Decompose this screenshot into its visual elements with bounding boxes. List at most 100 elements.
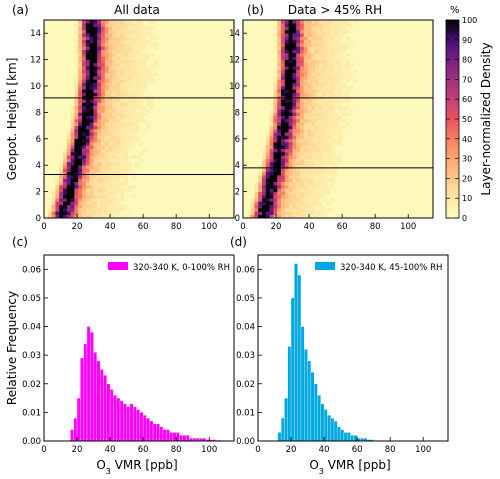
heatmap-cell — [319, 69, 324, 74]
heatmap-cell — [127, 142, 132, 146]
heatmap-cell — [120, 53, 125, 57]
heatmap-cell — [330, 115, 335, 120]
heatmap-cell — [315, 89, 320, 93]
heatmap-cell — [330, 53, 335, 57]
heatmap-cell — [300, 119, 305, 123]
heatmap-cell — [93, 211, 98, 215]
heatmap-cell — [74, 178, 79, 182]
heatmap-cell — [307, 59, 312, 64]
heatmap-cell — [322, 142, 327, 146]
heatmap-cell — [288, 62, 293, 67]
heatmap-cell — [82, 105, 87, 110]
heatmap-cell — [273, 86, 278, 90]
heatmap-cell — [139, 99, 144, 103]
heatmap-cell — [93, 29, 98, 34]
heatmap-cell — [74, 132, 79, 136]
heatmap-cell — [319, 214, 324, 219]
heatmap-cell — [307, 69, 312, 74]
heatmap-cell — [307, 145, 312, 149]
heatmap-cell — [104, 142, 109, 146]
heatmap-cell — [273, 161, 278, 166]
heatmap-cell — [120, 138, 125, 143]
heatmap-cell — [123, 59, 128, 64]
heatmap-cell — [139, 43, 144, 47]
heatmap-cell — [296, 128, 301, 133]
heatmap-cell — [127, 59, 132, 64]
heatmap-cell — [326, 72, 331, 77]
heatmap-cell — [265, 208, 270, 212]
heatmap-cell — [311, 62, 316, 67]
heatmap-cell — [108, 46, 113, 50]
heatmap-cell — [330, 148, 335, 153]
heatmap-cell — [101, 204, 106, 209]
heatmap-cell — [319, 152, 324, 156]
heatmap-cell — [142, 82, 147, 87]
heatmap-cell — [334, 168, 339, 173]
heatmap-cell — [277, 89, 282, 93]
heatmap-cell — [108, 132, 113, 136]
heatmap-cell — [284, 43, 289, 47]
heatmap-cell — [66, 168, 71, 173]
heatmap-cell — [326, 208, 331, 212]
heatmap-cell — [78, 194, 83, 199]
x-tick-label: 40 — [105, 445, 116, 455]
heatmap-cell — [123, 66, 128, 70]
heatmap-cell — [307, 214, 312, 219]
heatmap-cell — [82, 188, 87, 192]
heatmap-cell — [338, 76, 343, 80]
heatmap-cell — [82, 125, 87, 130]
heatmap-cell — [70, 109, 75, 113]
heatmap-cell — [123, 135, 128, 140]
x-tick-label: 20 — [72, 445, 83, 455]
heatmap-cell — [330, 59, 335, 64]
heatmap-cell — [277, 155, 282, 159]
heatmap-cell — [334, 49, 339, 54]
y-tick-label: 0.05 — [22, 294, 41, 304]
heatmap-cell — [85, 23, 90, 27]
heatmap-cell — [104, 115, 109, 120]
colorbar-tick-label: 30 — [462, 155, 472, 164]
heatmap-cell — [101, 135, 106, 140]
histogram-c-bars — [70, 326, 223, 442]
heatmap-cell — [273, 66, 278, 70]
heatmap-cell — [341, 20, 346, 24]
heatmap-cell — [116, 198, 121, 202]
heatmap-cell — [97, 185, 102, 189]
heatmap-cell — [120, 158, 125, 163]
heatmap-cell — [326, 46, 331, 50]
heatmap-cell — [135, 122, 140, 126]
heatmap-cell — [127, 39, 132, 44]
heatmap-cell — [296, 69, 301, 74]
heatmap-cell — [315, 168, 320, 173]
heatmap-cell — [112, 142, 117, 146]
heatmap-cell — [300, 92, 305, 97]
heatmap-cell — [89, 181, 94, 186]
heatmap-cell — [292, 125, 297, 130]
heatmap-cell — [307, 208, 312, 212]
heatmap-cell — [104, 135, 109, 140]
heatmap-cell — [51, 194, 56, 199]
heatmap-cell — [322, 53, 327, 57]
heatmap-cell — [63, 211, 68, 215]
heatmap-cell — [338, 99, 343, 103]
heatmap-cell — [101, 145, 106, 149]
heatmap-cell — [135, 49, 140, 54]
heatmap-cell — [59, 204, 64, 209]
heatmap-cell — [322, 66, 327, 70]
heatmap-cell — [142, 62, 147, 67]
heatmap-cell — [116, 175, 121, 179]
panel-c-legend-swatch — [108, 262, 128, 270]
heatmap-cell — [345, 20, 350, 24]
heatmap-cell — [281, 56, 286, 60]
heatmap-cell — [315, 145, 320, 149]
heatmap-cell — [135, 135, 140, 140]
heatmap-cell — [127, 66, 132, 70]
heatmap-cell — [330, 175, 335, 179]
heatmap-cell — [47, 214, 52, 219]
histogram-bar — [73, 417, 78, 442]
heatmap-cell — [322, 33, 327, 37]
heatmap-cell — [319, 138, 324, 143]
heatmap-cell — [97, 132, 102, 136]
